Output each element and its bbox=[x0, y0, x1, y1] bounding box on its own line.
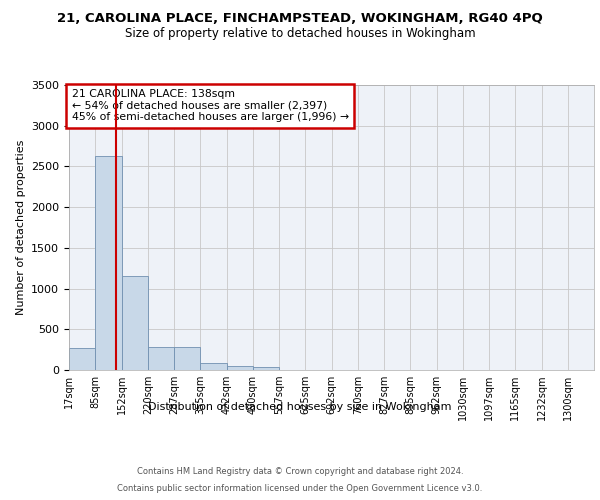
Bar bbox=[174, 347, 200, 370]
Bar bbox=[148, 347, 175, 370]
Bar bbox=[121, 276, 148, 370]
Bar bbox=[69, 348, 95, 370]
Text: Contains HM Land Registry data © Crown copyright and database right 2024.: Contains HM Land Registry data © Crown c… bbox=[137, 468, 463, 476]
Text: 21 CAROLINA PLACE: 138sqm
← 54% of detached houses are smaller (2,397)
45% of se: 21 CAROLINA PLACE: 138sqm ← 54% of detac… bbox=[71, 90, 349, 122]
Text: Contains public sector information licensed under the Open Government Licence v3: Contains public sector information licen… bbox=[118, 484, 482, 493]
Bar bbox=[95, 156, 122, 370]
Text: Distribution of detached houses by size in Wokingham: Distribution of detached houses by size … bbox=[148, 402, 452, 412]
Text: 21, CAROLINA PLACE, FINCHAMPSTEAD, WOKINGHAM, RG40 4PQ: 21, CAROLINA PLACE, FINCHAMPSTEAD, WOKIN… bbox=[57, 12, 543, 26]
Bar bbox=[253, 367, 280, 370]
Y-axis label: Number of detached properties: Number of detached properties bbox=[16, 140, 26, 315]
Text: Size of property relative to detached houses in Wokingham: Size of property relative to detached ho… bbox=[125, 28, 475, 40]
Bar bbox=[200, 362, 227, 370]
Bar bbox=[227, 366, 253, 370]
